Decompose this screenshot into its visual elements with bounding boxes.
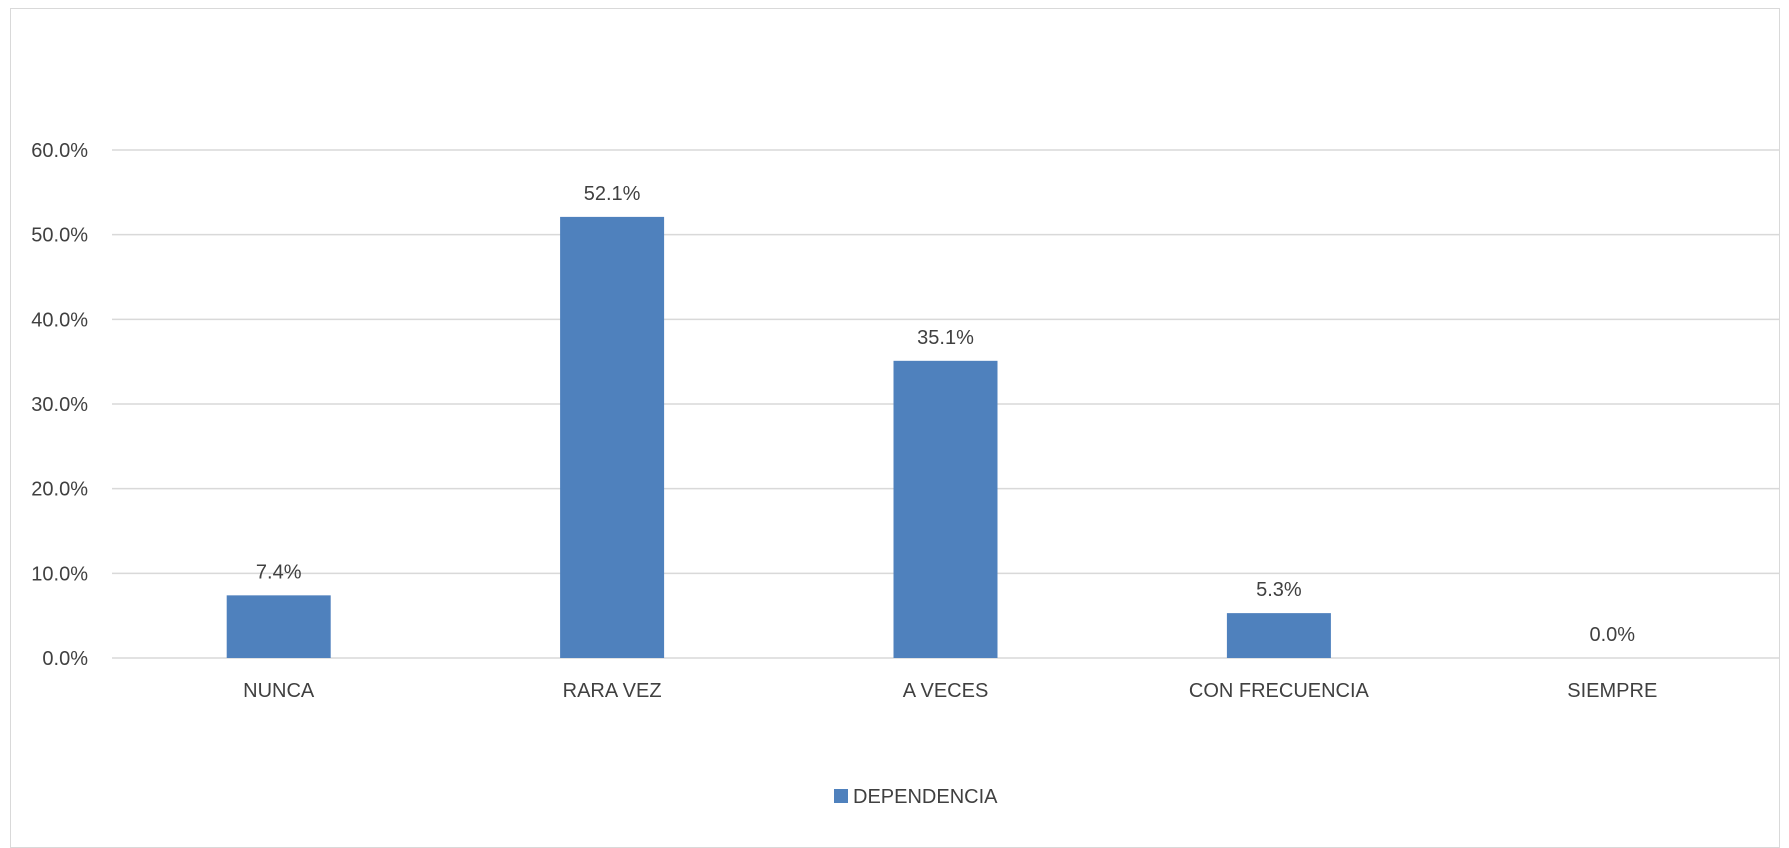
data-label: 52.1% [584, 183, 641, 205]
x-tick-label: RARA VEZ [563, 680, 662, 702]
y-tick-label: 20.0% [31, 479, 88, 501]
x-tick-label: SIEMPRE [1567, 680, 1657, 702]
legend-label: DEPENDENCIA [853, 786, 998, 808]
bar[interactable] [893, 360, 998, 658]
data-label: 35.1% [917, 327, 974, 349]
y-tick-label: 0.0% [42, 648, 88, 670]
y-tick-label: 30.0% [31, 394, 88, 416]
legend[interactable]: DEPENDENCIA [834, 786, 998, 808]
x-tick-label: CON FRECUENCIA [1189, 680, 1370, 702]
y-tick-label: 10.0% [31, 563, 88, 585]
bar-chart: 0.0% 10.0% 20.0% 30.0% 40.0% 50.0% 60.0% 7.4% 5… [31, 140, 1779, 808]
y-tick-label: 50.0% [31, 225, 88, 247]
legend-swatch [834, 789, 848, 803]
bar[interactable] [1226, 613, 1331, 658]
x-tick-label: NUNCA [243, 680, 315, 702]
data-label: 5.3% [1256, 579, 1302, 601]
data-labels: 7.4% 52.1% 35.1% 5.3% 0.0% [256, 183, 1635, 646]
bar[interactable] [560, 216, 665, 659]
x-tick-label: A VECES [903, 680, 989, 702]
y-tick-label: 40.0% [31, 309, 88, 331]
bar[interactable] [226, 595, 331, 658]
y-axis-tick-labels: 0.0% 10.0% 20.0% 30.0% 40.0% 50.0% 60.0% [31, 140, 88, 670]
x-axis-tick-labels: NUNCA RARA VEZ A VECES CON FRECUENCIA SIEMPR… [243, 680, 1657, 702]
data-label: 7.4% [256, 561, 302, 583]
data-label: 0.0% [1590, 624, 1636, 646]
gridlines [112, 149, 1779, 659]
y-tick-label: 60.0% [31, 140, 88, 162]
bars [226, 216, 1331, 659]
